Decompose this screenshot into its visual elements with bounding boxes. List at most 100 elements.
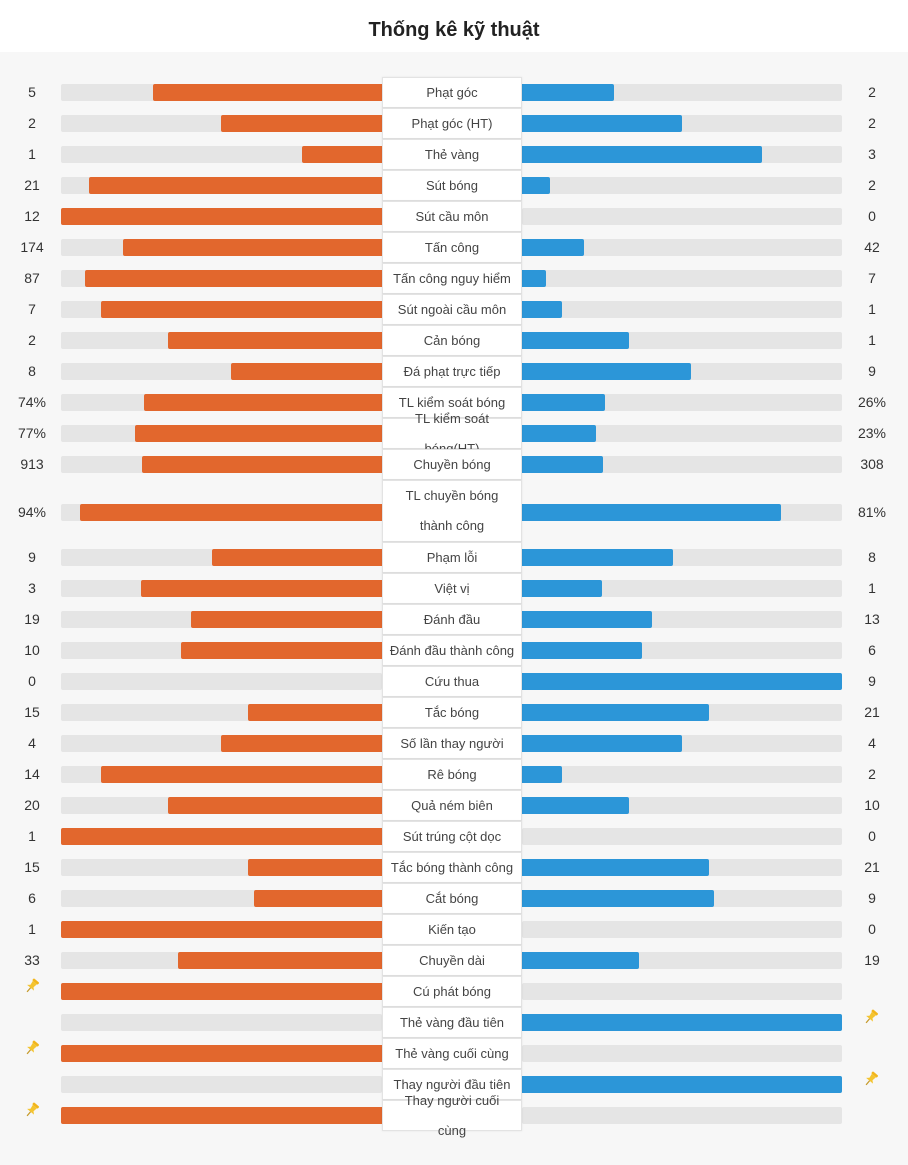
away-bar-track xyxy=(522,84,842,101)
stat-label: Đánh đầu xyxy=(382,604,522,635)
home-value: 8 xyxy=(28,363,36,379)
stat-label: TL kiểm soát bóng(HT) xyxy=(382,411,522,456)
home-value: 1 xyxy=(28,828,36,844)
away-value: 2 xyxy=(868,766,876,782)
away-bar-track xyxy=(522,890,842,907)
away-value: 8 xyxy=(868,549,876,565)
home-bar-fill xyxy=(248,859,382,876)
stat-label: Kiến tạo xyxy=(382,914,522,945)
home-value: 7 xyxy=(28,301,36,317)
away-bar-fill xyxy=(522,425,596,442)
home-bar-fill xyxy=(61,828,382,845)
stat-label: Thay người cuối cùng xyxy=(382,1093,522,1138)
home-bar-fill xyxy=(61,983,382,1000)
away-bar-track xyxy=(522,1045,842,1062)
stat-label: Cú phát bóng xyxy=(382,976,522,1007)
home-bar-fill xyxy=(231,363,382,380)
home-bar-track xyxy=(61,504,382,521)
away-value: 0 xyxy=(868,828,876,844)
home-value: 21 xyxy=(24,177,40,193)
away-bar-track xyxy=(522,456,842,473)
away-bar-track xyxy=(522,301,842,318)
home-bar-track xyxy=(61,456,382,473)
home-bar-track xyxy=(61,828,382,845)
home-bar-track xyxy=(61,115,382,132)
away-bar-fill xyxy=(522,704,709,721)
home-value: 94% xyxy=(17,504,47,520)
away-bar-fill xyxy=(522,890,714,907)
away-bar-fill xyxy=(522,177,550,194)
away-value: 81% xyxy=(857,504,887,520)
home-bar-track xyxy=(61,611,382,628)
stat-label: Sút cầu môn xyxy=(382,201,522,232)
home-bar-fill xyxy=(302,146,382,163)
away-bar-track xyxy=(522,921,842,938)
away-bar-fill xyxy=(522,270,546,287)
away-value: 1 xyxy=(868,332,876,348)
home-bar-track xyxy=(61,983,382,1000)
stat-label: Sút ngoài cầu môn xyxy=(382,294,522,325)
away-bar-fill xyxy=(522,363,691,380)
home-bar-track xyxy=(61,549,382,566)
stat-label: Thẻ vàng đầu tiên xyxy=(382,1007,522,1038)
home-value: 15 xyxy=(24,859,40,875)
away-value: 21 xyxy=(864,859,880,875)
home-bar-track xyxy=(61,177,382,194)
away-bar-track xyxy=(522,1076,842,1093)
away-bar-track xyxy=(522,1107,842,1124)
stat-label: Rê bóng xyxy=(382,759,522,790)
away-value: 26% xyxy=(857,394,887,410)
home-bar-fill xyxy=(80,504,382,521)
home-value: 913 xyxy=(20,456,44,472)
stat-label: Việt vị xyxy=(382,573,522,604)
home-bar-fill xyxy=(135,425,382,442)
home-value: 77% xyxy=(17,425,47,441)
home-value: 87 xyxy=(24,270,40,286)
home-value: 0 xyxy=(28,673,36,689)
stat-label: Cắt bóng xyxy=(382,883,522,914)
away-value: 0 xyxy=(868,921,876,937)
home-value: 15 xyxy=(24,704,40,720)
away-bar-fill xyxy=(522,611,652,628)
home-bar-track xyxy=(61,890,382,907)
away-bar-fill xyxy=(522,642,642,659)
away-bar-track xyxy=(522,983,842,1000)
stat-label: Đá phạt trực tiếp xyxy=(382,356,522,387)
home-bar-fill xyxy=(101,301,382,318)
home-value: 74% xyxy=(17,394,47,410)
home-bar-fill xyxy=(221,735,382,752)
stat-label: Tắc bóng xyxy=(382,697,522,728)
away-bar-fill xyxy=(522,456,603,473)
home-bar-fill xyxy=(101,766,382,783)
home-bar-fill xyxy=(144,394,382,411)
stat-label: Thay người đầu tiên xyxy=(382,1069,522,1100)
stat-label: Chuyền dài xyxy=(382,945,522,976)
home-bar-fill xyxy=(141,580,382,597)
away-value: 6 xyxy=(868,642,876,658)
away-bar-fill xyxy=(522,797,629,814)
away-value: 9 xyxy=(868,890,876,906)
home-bar-track xyxy=(61,797,382,814)
away-bar-track xyxy=(522,363,842,380)
home-value: 14 xyxy=(24,766,40,782)
away-value: 9 xyxy=(868,363,876,379)
home-bar-track xyxy=(61,952,382,969)
stat-label: Cản bóng xyxy=(382,325,522,356)
away-bar-track xyxy=(522,208,842,225)
stat-label: Đánh đầu thành công xyxy=(382,635,522,666)
stat-label: Tấn công nguy hiểm xyxy=(382,263,522,294)
home-value: 3 xyxy=(28,580,36,596)
away-bar-track xyxy=(522,549,842,566)
away-value: 23% xyxy=(857,425,887,441)
away-bar-track xyxy=(522,704,842,721)
home-value: 4 xyxy=(28,735,36,751)
home-bar-fill xyxy=(123,239,382,256)
away-bar-track xyxy=(522,425,842,442)
stat-label: Cứu thua xyxy=(382,666,522,697)
away-bar-track xyxy=(522,859,842,876)
away-bar-track xyxy=(522,766,842,783)
pin-icon xyxy=(862,1008,880,1026)
away-bar-fill xyxy=(522,239,584,256)
pin-icon xyxy=(23,1039,41,1057)
away-bar-track xyxy=(522,580,842,597)
